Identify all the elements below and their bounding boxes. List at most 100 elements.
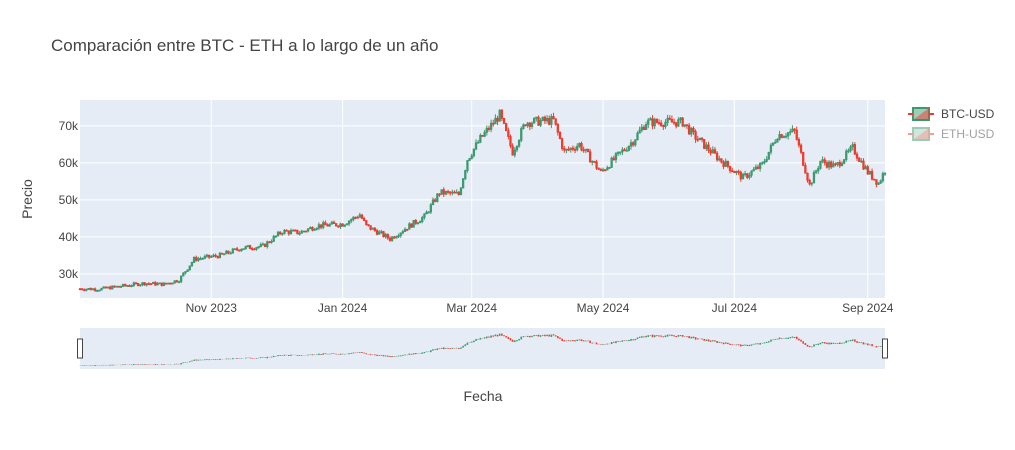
- candle-decreasing: [500, 109, 504, 119]
- candle-increasing: [614, 153, 618, 161]
- y-axis-title: Precio: [19, 179, 35, 219]
- candle-increasing: [784, 135, 788, 138]
- candle-decreasing: [324, 222, 327, 226]
- candle-increasing: [350, 219, 353, 222]
- candle-decreasing: [672, 121, 676, 124]
- plot-area[interactable]: [80, 100, 885, 298]
- y-tick-label: 30k: [59, 267, 79, 281]
- candle-increasing: [759, 162, 762, 169]
- candle-increasing: [201, 257, 204, 260]
- range-slider[interactable]: [80, 328, 885, 369]
- legend-label: BTC-USD: [941, 107, 995, 121]
- candle-decreasing: [560, 138, 564, 149]
- candle-decreasing: [136, 283, 140, 287]
- candle-decreasing: [733, 170, 736, 173]
- candle-increasing: [550, 116, 553, 125]
- candle-increasing: [212, 254, 215, 257]
- candle-increasing: [845, 150, 848, 160]
- candle-increasing: [298, 232, 301, 235]
- candle-increasing: [610, 157, 613, 168]
- candle-decreasing: [93, 288, 97, 291]
- candle-decreasing: [496, 117, 499, 122]
- candle-decreasing: [334, 223, 338, 227]
- candle-decreasing: [511, 145, 514, 156]
- candle-increasing: [477, 141, 480, 144]
- candle-increasing: [225, 250, 228, 255]
- candle-increasing: [192, 256, 196, 263]
- candle-increasing: [539, 120, 542, 126]
- candle-increasing: [167, 282, 170, 285]
- candle-decreasing: [604, 169, 607, 172]
- candle-increasing: [576, 145, 579, 151]
- candle-increasing: [425, 211, 428, 215]
- candle-decreasing: [855, 153, 859, 159]
- candle-increasing: [513, 149, 516, 156]
- candle-increasing: [115, 285, 118, 288]
- candle-decreasing: [593, 160, 596, 163]
- candle-decreasing: [580, 142, 583, 151]
- candle-increasing: [459, 187, 463, 195]
- candle-decreasing: [793, 128, 796, 131]
- candle-increasing: [698, 137, 702, 141]
- candle-increasing: [380, 231, 383, 234]
- candle-increasing: [515, 145, 519, 151]
- candle-decreasing: [556, 123, 559, 133]
- candle-decreasing: [797, 138, 801, 146]
- candle-increasing: [100, 287, 103, 291]
- candle-increasing: [307, 228, 310, 232]
- y-tick-label: 40k: [59, 230, 79, 244]
- candle-decreasing: [623, 149, 626, 152]
- candle-decreasing: [552, 116, 555, 120]
- candle-increasing: [87, 287, 90, 290]
- candle-decreasing: [505, 122, 508, 132]
- candle-increasing: [451, 191, 454, 194]
- candle-increasing: [748, 174, 751, 178]
- candle-increasing: [629, 142, 633, 147]
- x-axis-ticks: Nov 2023 Jan 2024 Mar 2024 May 2024 Jul 2024…: [186, 301, 894, 315]
- candle-increasing: [832, 163, 835, 168]
- candle-decreasing: [756, 166, 760, 169]
- candle-decreasing: [406, 228, 409, 231]
- candle-increasing: [679, 117, 682, 121]
- candle-increasing: [156, 282, 159, 286]
- candle-increasing: [718, 158, 721, 161]
- candle-decreasing: [373, 227, 377, 231]
- candle-decreasing: [124, 283, 127, 287]
- candle-increasing: [530, 122, 534, 127]
- candle-decreasing: [599, 169, 603, 171]
- candle-decreasing: [870, 170, 874, 180]
- candle-decreasing: [659, 122, 663, 126]
- candle-increasing: [705, 144, 708, 149]
- candle-decreasing: [220, 252, 224, 255]
- candle-increasing: [257, 246, 260, 248]
- candle-increasing: [769, 144, 773, 153]
- candle-increasing: [276, 231, 280, 237]
- candle-increasing: [840, 162, 844, 167]
- candle-decreasing: [834, 163, 837, 166]
- candle-increasing: [569, 147, 572, 151]
- candle-decreasing: [739, 171, 742, 180]
- candle-increasing: [864, 166, 867, 170]
- legend-item-eth-usd[interactable]: ETH-USD: [908, 127, 995, 141]
- candle-decreasing: [612, 157, 615, 161]
- candle-decreasing: [571, 147, 575, 150]
- candle-decreasing: [89, 287, 92, 291]
- candle-decreasing: [341, 223, 344, 227]
- candle-decreasing: [707, 144, 710, 151]
- candle-increasing: [317, 224, 321, 229]
- candle-increasing: [126, 285, 129, 287]
- candle-increasing: [541, 116, 544, 121]
- candle-increasing: [468, 158, 471, 161]
- candle-increasing: [330, 221, 333, 225]
- candle-increasing: [868, 170, 872, 175]
- range-slider-right-handle[interactable]: [882, 338, 888, 359]
- x-tick-label: Jul 2024: [712, 301, 758, 315]
- candle-decreasing: [367, 224, 370, 226]
- candle-increasing: [765, 158, 768, 162]
- range-slider-left-handle[interactable]: [77, 338, 83, 359]
- candle-increasing: [616, 151, 620, 154]
- candle-decreasing: [294, 229, 297, 232]
- legend-item-btc-usd[interactable]: BTC-USD: [908, 107, 995, 121]
- candle-increasing: [242, 248, 245, 251]
- candle-increasing: [625, 149, 628, 152]
